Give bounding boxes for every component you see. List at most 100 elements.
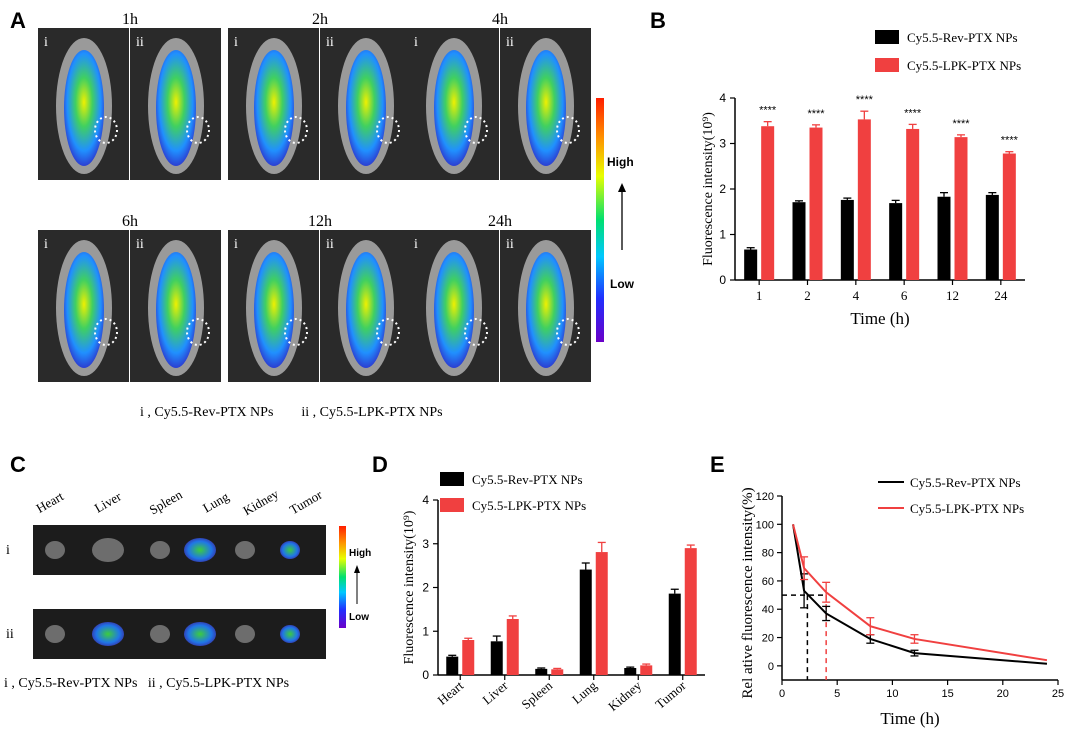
fluorescence-signal — [64, 252, 104, 368]
chart-b: 012341****2****4****6****12****24****Flu… — [701, 30, 1025, 328]
bar-lpk — [761, 126, 775, 281]
legend-c: i , Cy5.5-Rev-PTX NPs ii , Cy5.5-LPK-PTX… — [4, 676, 289, 691]
x-tick-label: 5 — [834, 688, 840, 700]
y-tick-label: 1 — [719, 228, 726, 242]
y-tick-label: 0 — [422, 668, 429, 682]
x-tick-label: Heart — [434, 678, 466, 708]
organ-shape — [280, 541, 300, 559]
bar-rev — [624, 668, 637, 675]
bar-rev — [579, 569, 592, 675]
bar-rev — [535, 668, 548, 675]
fluorescence-signal — [526, 252, 566, 368]
x-tick-label: 1 — [756, 288, 763, 303]
legend-label: Cy5.5-Rev-PTX NPs — [907, 30, 1018, 45]
legend-label: Cy5.5-Rev-PTX NPs — [910, 475, 1021, 490]
legend-swatch — [440, 498, 464, 512]
sub-label: ii — [136, 35, 144, 50]
tumor-circle-marker — [556, 318, 580, 346]
timepoint-label: 24h — [488, 213, 512, 230]
panel-label-b: B — [650, 8, 666, 33]
y-tick-label: 3 — [719, 137, 726, 151]
tumor-circle-marker — [284, 318, 308, 346]
legend-label: Cy5.5-LPK-PTX NPs — [907, 58, 1021, 73]
y-tick-label: 0 — [768, 661, 774, 673]
bar-rev — [668, 593, 681, 675]
organ-label: Kidney — [240, 486, 281, 518]
organ-strip — [33, 525, 326, 575]
chart-e: 0 20 40 60 80 100 120 0 5 10 15 20 25 Cy5.5-Rev-PTX N… — [740, 475, 1064, 728]
x-tick-label: 24 — [994, 288, 1008, 303]
organ-label: Heart — [33, 488, 66, 516]
timepoint-label: 2h — [312, 11, 328, 28]
y-axis-title: Rel ative fluorescence intensity(%) — [740, 487, 756, 698]
x-tick-label: 25 — [1052, 688, 1064, 700]
y-tick-label: 80 — [762, 548, 774, 560]
significance-label: **** — [952, 118, 970, 130]
fluorescence-signal — [526, 50, 566, 166]
sub-label: ii — [506, 237, 514, 252]
tumor-circle-marker — [284, 116, 308, 144]
significance-label: **** — [1001, 135, 1019, 147]
sub-label: ii — [326, 237, 334, 252]
bar-lpk — [1002, 153, 1016, 280]
x-tick-label: Tumor — [652, 677, 689, 711]
timepoint-label: 12h — [308, 213, 332, 230]
organ-label: Tumor — [287, 487, 325, 518]
y-tick-label: 120 — [756, 491, 774, 503]
y-tick-label: 2 — [719, 182, 726, 196]
organ-shape — [235, 625, 255, 643]
legend-label: Cy5.5-Rev-PTX NPs — [472, 472, 583, 487]
y-tick-label: 2 — [422, 581, 429, 595]
x-axis-title: Time (h) — [850, 309, 909, 328]
tumor-circle-marker — [94, 116, 118, 144]
sub-label: i — [414, 35, 418, 50]
organ-label: Spleen — [147, 487, 186, 518]
bar-rev — [985, 194, 999, 280]
organ-shape — [235, 541, 255, 559]
bar-lpk — [906, 128, 920, 280]
x-tick-label: 12 — [946, 288, 959, 303]
legend-swatch — [440, 472, 464, 486]
timepoint-label: 6h — [122, 213, 138, 230]
legend-a: i , Cy5.5-Rev-PTX NPs ii , Cy5.5-LPK-PTX… — [140, 405, 443, 420]
sub-label: i — [44, 35, 48, 50]
organ-shape — [150, 625, 170, 643]
bar-rev — [792, 202, 806, 280]
fluorescence-signal — [156, 252, 196, 368]
x-axis-title: Time (h) — [880, 709, 939, 728]
legend-swatch — [875, 58, 899, 72]
panel-label-e: E — [710, 452, 725, 477]
panel-label-c: C — [10, 452, 26, 477]
significance-label: **** — [856, 94, 874, 106]
y-tick-label: 1 — [422, 624, 429, 638]
organ-shape — [45, 625, 65, 643]
legend-swatch — [875, 30, 899, 44]
significance-label: **** — [904, 107, 922, 119]
x-tick-label: Kidney — [605, 677, 644, 713]
fluorescence-signal — [434, 50, 474, 166]
series-line-lpk — [792, 524, 1048, 662]
fluorescence-signal — [156, 50, 196, 166]
x-tick-label: 10 — [886, 688, 898, 700]
bar-lpk — [640, 665, 653, 675]
bar-lpk — [506, 619, 519, 675]
y-axis-title: Fluorescence intensity(10⁹) — [402, 510, 417, 664]
x-tick-label: Liver — [479, 677, 511, 707]
y-tick-label: 4 — [422, 493, 429, 507]
bar-lpk — [954, 137, 968, 280]
sub-label: i — [44, 237, 48, 252]
organ-shape — [92, 622, 124, 646]
tumor-circle-marker — [186, 116, 210, 144]
series-line-rev — [792, 524, 1048, 665]
scale-arrowhead-a — [618, 183, 626, 192]
y-tick-label: 20 — [762, 633, 774, 645]
organ-label: Lung — [200, 489, 232, 516]
x-tick-label: 20 — [997, 688, 1009, 700]
bar-rev — [490, 641, 503, 675]
chart-d: 0 1 2 3 4 Heart Liver Spleen Lung Kidney Tumor Fluo… — [402, 472, 705, 714]
bar-rev — [840, 199, 854, 280]
color-scale-bar-c — [339, 526, 346, 628]
sub-label: i — [234, 35, 238, 50]
